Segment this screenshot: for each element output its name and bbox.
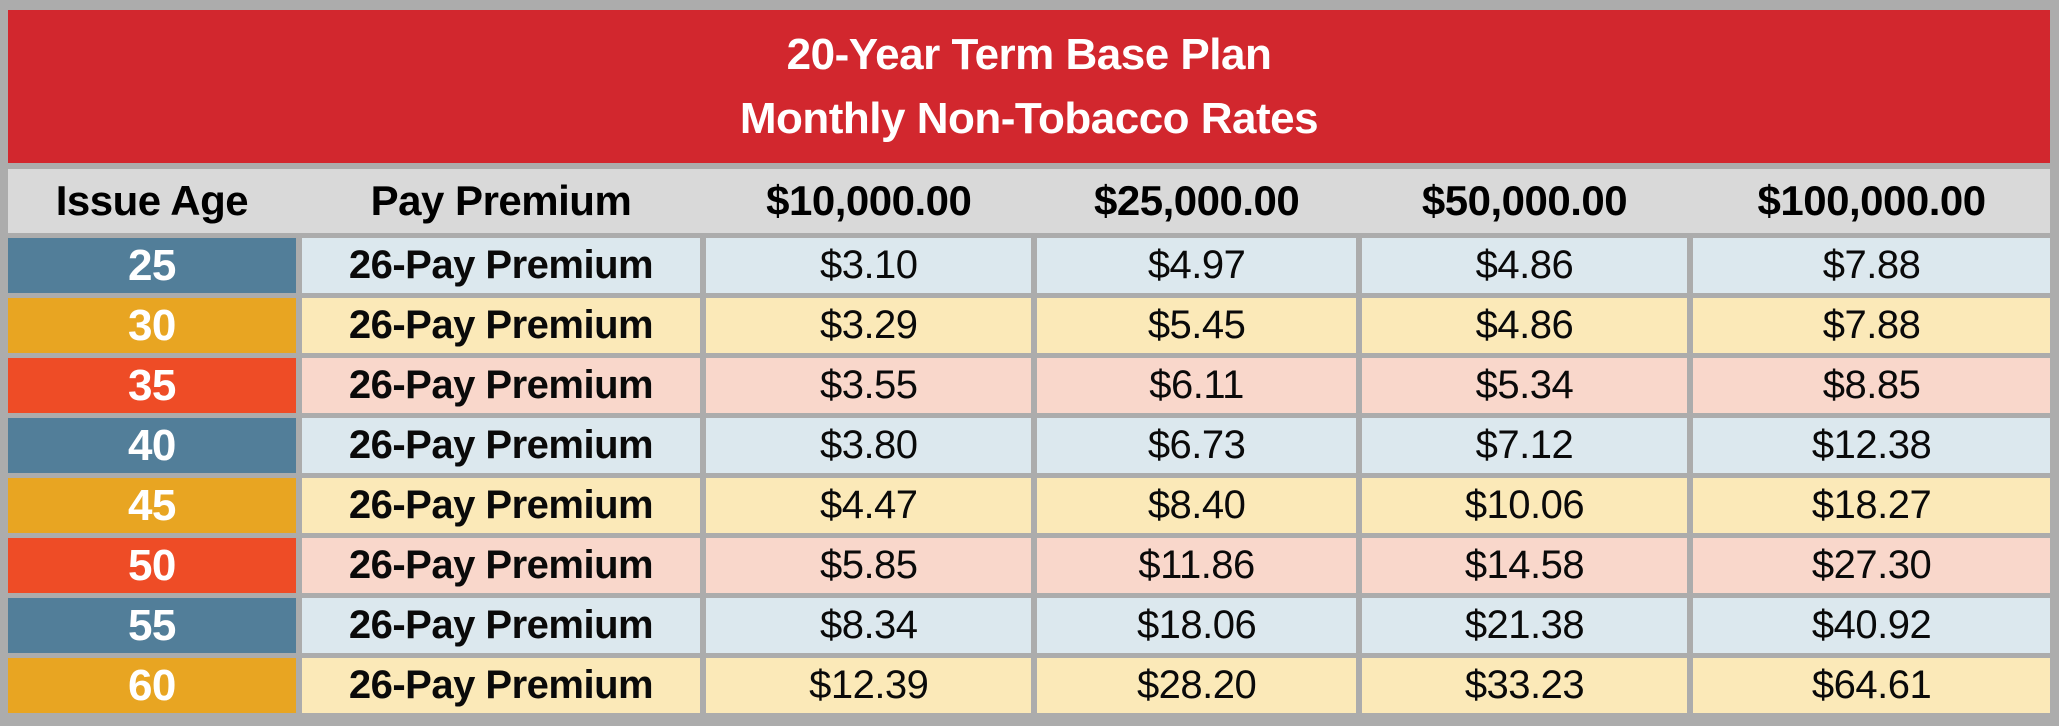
table-row: 55 26-Pay Premium $8.34 $18.06 $21.38 $4… [8,598,2050,653]
rate-cell-50000: $7.12 [1361,418,1688,473]
rate-cell-50000: $14.58 [1361,538,1688,593]
rate-cell-25000: $4.97 [1037,238,1356,293]
rate-cell-50000: $5.34 [1361,358,1688,413]
rate-cell-100000: $40.92 [1693,598,2050,653]
column-header-50000: $50,000.00 [1421,177,1628,224]
rate-cell-100000: $7.88 [1693,238,2050,293]
issue-age-cell: 40 [8,418,296,473]
table-row: 40 26-Pay Premium $3.80 $6.73 $7.12 $12.… [8,418,2050,473]
issue-age-cell: 25 [8,238,296,293]
issue-age-cell: 30 [8,298,296,353]
column-header-issue-age: Issue Age [55,177,249,224]
rate-cell-100000: $8.85 [1693,358,2050,413]
rate-cell-25000: $11.86 [1037,538,1356,593]
issue-age-cell: 50 [8,538,296,593]
rate-cell-100000: $64.61 [1693,658,2050,713]
issue-age-cell: 60 [8,658,296,713]
column-header-10000: $10,000.00 [766,177,972,224]
table-row: 25 26-Pay Premium $3.10 $4.97 $4.86 $7.8… [8,238,2050,293]
rate-cell-50000: $4.86 [1361,238,1688,293]
rate-cell-25000: $28.20 [1037,658,1356,713]
rate-cell-100000: $27.30 [1693,538,2050,593]
pay-premium-cell: 26-Pay Premium [301,538,701,593]
rate-cell-25000: $8.40 [1037,478,1356,533]
rate-rows: 25 26-Pay Premium $3.10 $4.97 $4.86 $7.8… [8,238,2050,713]
rate-cell-100000: $12.38 [1693,418,2050,473]
rate-cell-50000: $10.06 [1361,478,1688,533]
pay-premium-cell: 26-Pay Premium [301,298,701,353]
rate-cell-10000: $8.34 [706,598,1032,653]
rate-cell-50000: $4.86 [1361,298,1688,353]
pay-premium-cell: 26-Pay Premium [301,418,701,473]
issue-age-cell: 35 [8,358,296,413]
rate-cell-25000: $6.73 [1037,418,1356,473]
rate-cell-50000: $21.38 [1361,598,1688,653]
table-row: 35 26-Pay Premium $3.55 $6.11 $5.34 $8.8… [8,358,2050,413]
pay-premium-cell: 26-Pay Premium [301,358,701,413]
title-line-2: Monthly Non-Tobacco Rates [739,93,1319,143]
rate-cell-10000: $4.47 [706,478,1032,533]
column-header-pay-premium: Pay Premium [370,177,632,224]
issue-age-cell: 55 [8,598,296,653]
rate-cell-25000: $18.06 [1037,598,1356,653]
pay-premium-cell: 26-Pay Premium [301,238,701,293]
rate-cell-100000: $18.27 [1693,478,2050,533]
column-header-25000: $25,000.00 [1094,177,1300,224]
table-row: 50 26-Pay Premium $5.85 $11.86 $14.58 $2… [8,538,2050,593]
table-row: 30 26-Pay Premium $3.29 $5.45 $4.86 $7.8… [8,298,2050,353]
table-row: 45 26-Pay Premium $4.47 $8.40 $10.06 $18… [8,478,2050,533]
table-row: 60 26-Pay Premium $12.39 $28.20 $33.23 $… [8,658,2050,713]
rate-cell-10000: $3.55 [706,358,1032,413]
column-header-100000: $100,000.00 [1757,177,1987,224]
rate-cell-10000: $12.39 [706,658,1032,713]
rate-cell-10000: $5.85 [706,538,1032,593]
rate-cell-10000: $3.80 [706,418,1032,473]
column-header-row: Issue Age Pay Premium $10,000.00 $25,000… [8,169,2050,233]
rate-cell-50000: $33.23 [1361,658,1688,713]
rate-cell-25000: $5.45 [1037,298,1356,353]
rate-cell-10000: $3.29 [706,298,1032,353]
rate-cell-25000: $6.11 [1037,358,1356,413]
pay-premium-cell: 26-Pay Premium [301,658,701,713]
pay-premium-cell: 26-Pay Premium [301,598,701,653]
pay-premium-cell: 26-Pay Premium [301,478,701,533]
rate-cell-100000: $7.88 [1693,298,2050,353]
table-title-banner: 20-Year Term Base Plan Monthly Non-Tobac… [8,10,2050,163]
title-line-1: 20-Year Term Base Plan [786,29,1272,79]
issue-age-cell: 45 [8,478,296,533]
rate-cell-10000: $3.10 [706,238,1032,293]
